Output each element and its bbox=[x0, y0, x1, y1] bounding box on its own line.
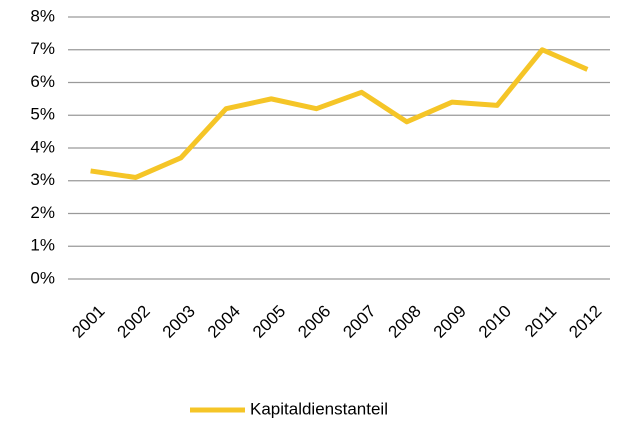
y-tick-label: 6% bbox=[30, 72, 55, 91]
y-tick-label: 2% bbox=[30, 203, 55, 222]
x-tick-label: 2008 bbox=[385, 302, 425, 342]
y-tick-label: 7% bbox=[30, 39, 55, 58]
x-tick-label: 2005 bbox=[249, 302, 289, 342]
legend-label: Kapitaldienstanteil bbox=[250, 399, 388, 418]
y-tick-label: 1% bbox=[30, 236, 55, 255]
x-tick-label: 2002 bbox=[114, 302, 154, 342]
x-tick-label: 2007 bbox=[339, 302, 379, 342]
x-tick-label: 2011 bbox=[521, 302, 560, 341]
x-tick-label: 2004 bbox=[204, 302, 244, 342]
x-tick-label: 2006 bbox=[294, 302, 334, 342]
x-tick-label: 2012 bbox=[565, 302, 605, 342]
x-tick-label: 2001 bbox=[68, 302, 108, 342]
y-tick-label: 4% bbox=[30, 137, 55, 156]
y-tick-label: 5% bbox=[30, 105, 55, 124]
y-tick-label: 8% bbox=[30, 6, 55, 25]
x-tick-label: 2009 bbox=[430, 302, 470, 342]
x-tick-label: 2003 bbox=[159, 302, 199, 342]
y-tick-label: 0% bbox=[30, 268, 55, 287]
x-tick-label: 2010 bbox=[475, 302, 515, 342]
y-tick-label: 3% bbox=[30, 170, 55, 189]
series-line bbox=[90, 47, 589, 180]
